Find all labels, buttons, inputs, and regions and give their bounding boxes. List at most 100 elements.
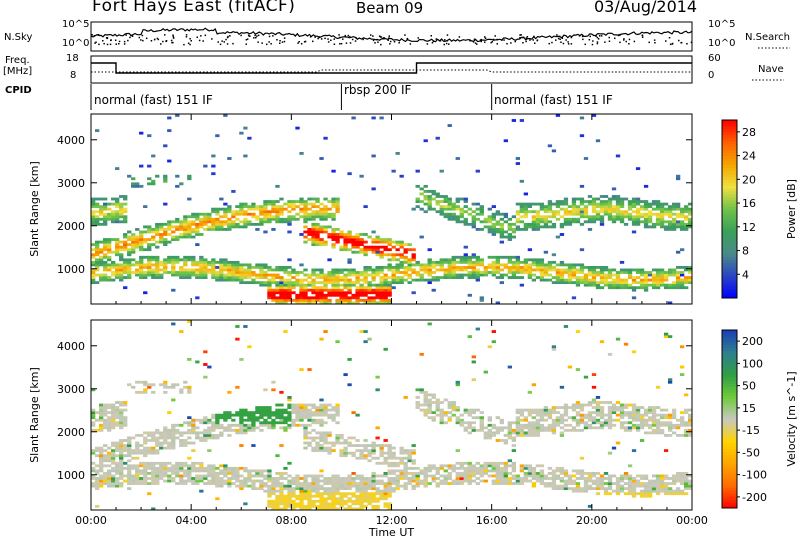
heatmap-cell <box>287 288 292 292</box>
heatmap-cell <box>563 222 569 226</box>
heatmap-cell <box>327 408 332 412</box>
heatmap-cell <box>123 416 128 420</box>
heatmap-cell <box>99 413 104 417</box>
heatmap-cell <box>571 416 577 420</box>
heatmap-cell <box>379 286 384 290</box>
heatmap-cell <box>95 266 100 269</box>
heatmap-cell <box>299 403 304 407</box>
heatmap-cell <box>115 482 120 485</box>
heatmap-cell <box>519 426 525 430</box>
heatmap-cell <box>355 413 360 417</box>
heatmap-cell <box>115 464 120 468</box>
heatmap-cell <box>195 466 200 470</box>
nsearch-point <box>665 40 667 42</box>
heatmap-cell <box>99 459 104 463</box>
heatmap-cell <box>551 276 557 279</box>
heatmap-cell <box>315 446 320 450</box>
heatmap-cell <box>591 205 597 209</box>
heatmap-cell <box>311 233 316 236</box>
heatmap-cell <box>343 301 348 305</box>
heatmap-cell <box>327 497 332 501</box>
heatmap-cell <box>327 504 332 508</box>
heatmap-cell <box>451 202 456 206</box>
heatmap-cell <box>307 276 312 279</box>
nsearch-point <box>522 36 524 39</box>
heatmap-cell <box>563 487 569 491</box>
heatmap-cell <box>139 233 144 236</box>
heatmap-cell <box>111 217 116 221</box>
heatmap-cell <box>639 200 645 203</box>
heatmap-cell <box>379 301 384 305</box>
heatmap-cell <box>423 139 428 143</box>
heatmap-cell <box>375 245 380 249</box>
heatmap-cell <box>299 482 304 485</box>
heatmap-cell <box>319 281 324 285</box>
heatmap-cell <box>619 217 625 221</box>
heatmap-cell <box>227 273 232 277</box>
heatmap-cell <box>439 482 444 485</box>
heatmap-cell <box>675 266 681 269</box>
heatmap-cell <box>427 271 432 274</box>
heatmap-cell <box>679 286 685 290</box>
heatmap-cell <box>447 207 452 211</box>
heatmap-cell <box>363 477 368 480</box>
heatmap-cell <box>451 401 456 404</box>
heatmap-cell <box>111 408 116 412</box>
heatmap-cell <box>535 426 541 430</box>
heatmap-cell <box>175 114 180 117</box>
heatmap-cell <box>579 200 585 203</box>
heatmap-cell <box>523 225 529 229</box>
heatmap-cell <box>355 499 360 503</box>
heatmap-cell <box>179 388 184 392</box>
heatmap-cell <box>307 444 312 447</box>
heatmap-cell <box>271 479 276 483</box>
heatmap-cell <box>331 482 336 485</box>
nsearch-point <box>272 35 274 37</box>
heatmap-cell <box>483 370 488 374</box>
heatmap-cell <box>275 454 280 458</box>
heatmap-cell <box>487 230 492 234</box>
heatmap-cell <box>411 248 416 252</box>
heatmap-cell <box>323 479 328 483</box>
heatmap-cell <box>631 487 637 491</box>
heatmap-cell <box>455 472 460 475</box>
heatmap-cell <box>443 268 448 272</box>
heatmap-cell <box>567 416 573 420</box>
heatmap-cell <box>475 228 480 231</box>
heatmap-cell <box>187 479 192 483</box>
heatmap-cell <box>283 220 288 224</box>
heatmap-cell <box>107 202 112 206</box>
heatmap-cell <box>319 497 324 501</box>
heatmap-cell <box>191 228 196 231</box>
heatmap-cell <box>323 296 328 300</box>
heatmap-cell <box>659 273 665 277</box>
heatmap-cell <box>507 477 512 480</box>
heatmap-cell <box>579 184 585 188</box>
heatmap-cell <box>383 293 388 297</box>
heatmap-cell <box>479 474 484 478</box>
heatmap-cell <box>311 413 316 417</box>
heatmap-cell <box>247 484 252 488</box>
heatmap-cell <box>99 240 104 244</box>
heatmap-cell <box>599 276 605 279</box>
nsearch-point <box>619 34 621 36</box>
heatmap-cell <box>239 131 244 135</box>
heatmap-cell <box>507 228 512 231</box>
heatmap-cell <box>467 266 472 269</box>
heatmap-cell <box>327 479 332 483</box>
heatmap-cell <box>135 240 140 244</box>
heatmap-cell <box>491 268 496 272</box>
heatmap-cell <box>479 298 484 302</box>
heatmap-cell <box>303 507 308 511</box>
heatmap-cell <box>467 411 472 415</box>
heatmap-cell <box>571 197 577 201</box>
heatmap-cell <box>131 451 136 455</box>
heatmap-cell <box>579 263 585 267</box>
heatmap-cell <box>563 411 569 415</box>
heatmap-cell <box>91 466 96 470</box>
heatmap-cell <box>471 255 476 259</box>
heatmap-cell <box>131 245 136 249</box>
heatmap-cell <box>495 469 500 473</box>
heatmap-cell <box>131 263 136 267</box>
heatmap-cell <box>235 479 240 483</box>
